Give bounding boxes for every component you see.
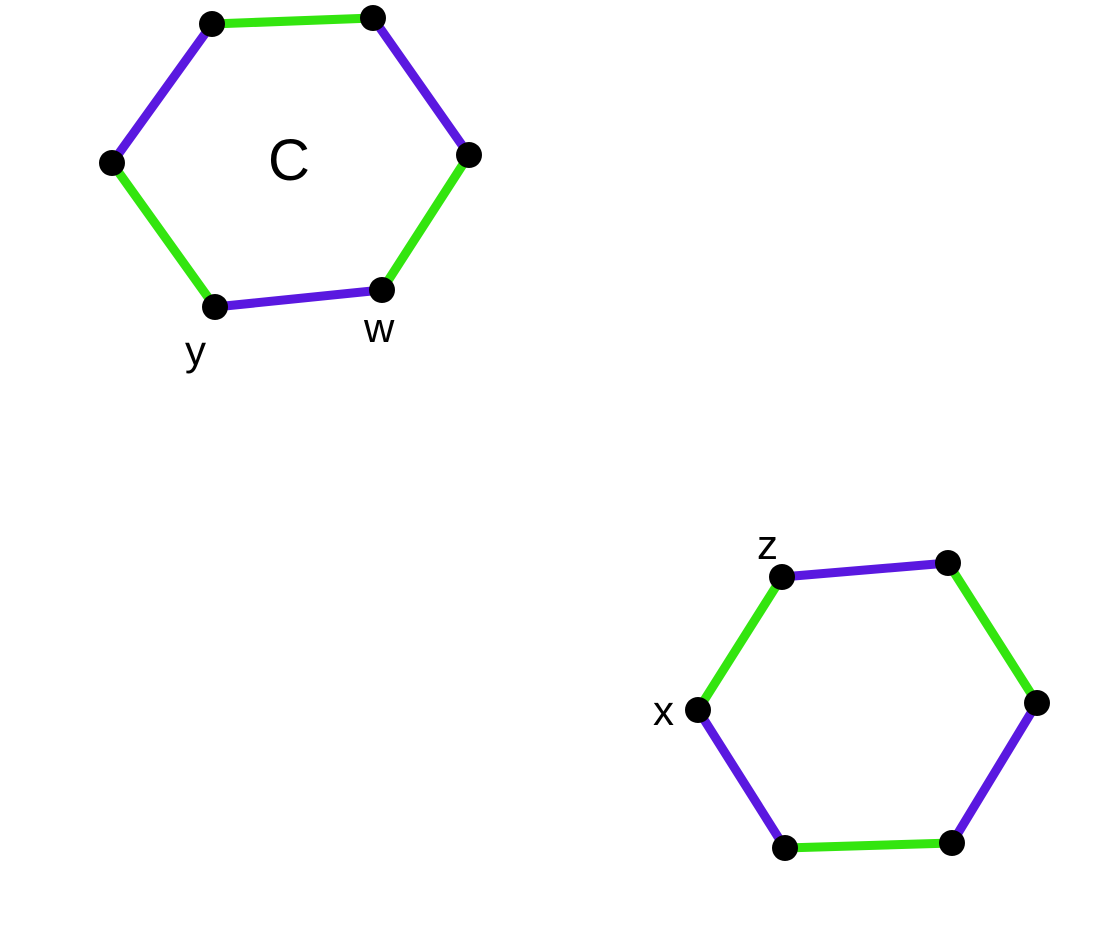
hexagon-c-node-1	[360, 5, 386, 31]
hexagon-c-edge-0	[212, 18, 373, 24]
hexagon-2-node-2	[1024, 690, 1050, 716]
hexagon-2-label-x: x	[653, 687, 674, 734]
hexagon-2-node-1	[935, 550, 961, 576]
diagram-canvas: wyCzx	[0, 0, 1114, 928]
hexagon-2-node-5	[685, 697, 711, 723]
hexagon-2-edge-5	[698, 577, 782, 710]
hexagon-2-edge-3	[785, 843, 952, 848]
hexagon-c-labels: w y C	[185, 128, 395, 374]
hexagon-2-edge-4	[698, 710, 785, 848]
hexagon-c-edge-2	[382, 155, 469, 290]
hexagon-2-node-4	[772, 835, 798, 861]
hexagon-c-node-5	[99, 150, 125, 176]
hexagon-c-edge-1	[373, 18, 469, 155]
hexagon-2-edge-0	[782, 563, 948, 577]
hexagon-2-edge-1	[948, 563, 1037, 703]
hexagon-2-node-3	[939, 830, 965, 856]
hexagon-c-edge-3	[215, 290, 382, 307]
hexagon-2-edge-2	[952, 703, 1037, 843]
hexagon-c-node-2	[456, 142, 482, 168]
hexagon-c-edge-4	[112, 163, 215, 307]
hexagon-2-labels: zx	[653, 521, 778, 734]
hexagon-c: w y C	[99, 5, 482, 374]
hexagon-c-label-y: y	[185, 327, 206, 374]
hexagon-c-node-4	[202, 294, 228, 320]
hexagon-c-node-3	[369, 277, 395, 303]
hexagon-c-node-0	[199, 11, 225, 37]
hexagon-2-label-z: z	[757, 521, 778, 568]
hexagon-2-edges	[698, 563, 1037, 848]
hexagon-2-nodes	[685, 550, 1050, 861]
hexagon-2: zx	[653, 521, 1050, 861]
hexagon-c-label-w: w	[363, 304, 395, 351]
hexagon-c-edge-5	[112, 24, 212, 163]
hexagon-c-center-label: C	[268, 128, 310, 193]
